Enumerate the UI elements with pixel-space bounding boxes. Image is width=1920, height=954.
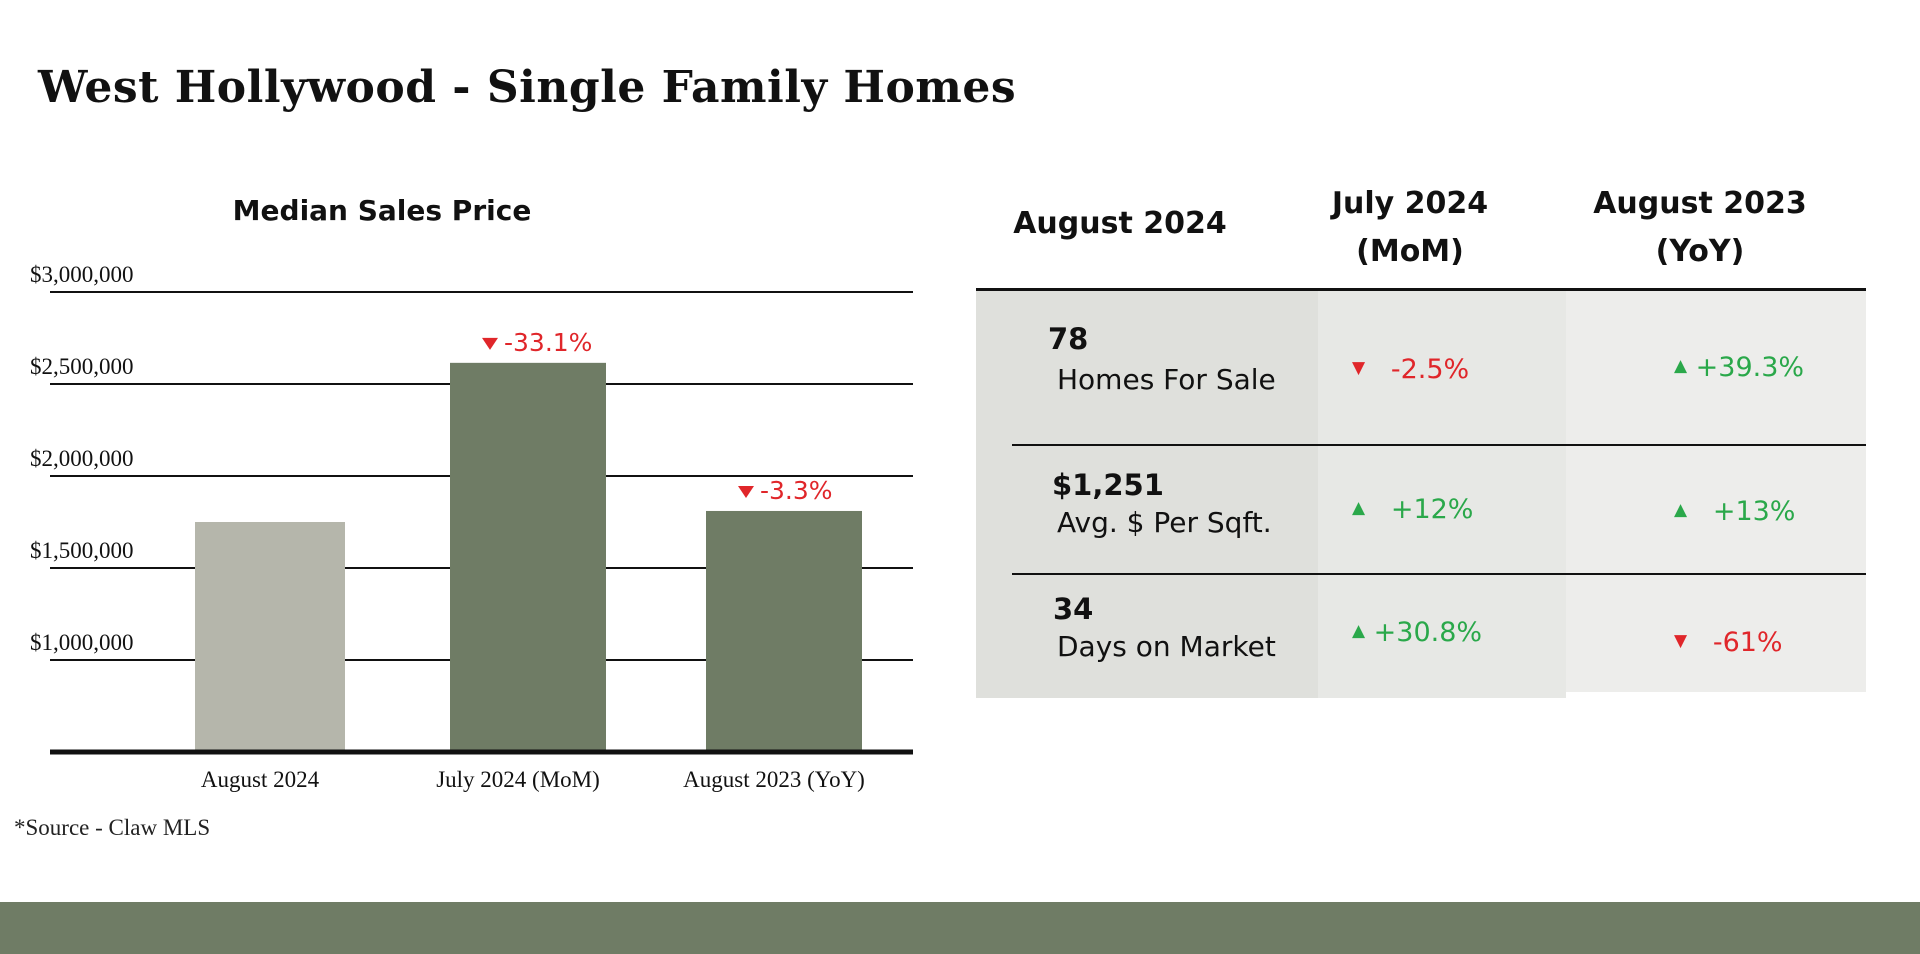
table-header-current: August 2024 [1013,206,1227,241]
x-tick-label: July 2024 (MoM) [436,767,600,792]
days-on-market-yoy-change: ▼ -61% [1674,627,1783,658]
table-column-bg-yoy [1566,288,1866,692]
table-column-bg-current [976,288,1318,698]
y-tick-label: $3,000,000 [30,262,134,287]
homes-for-sale-mom-change: ▼ -2.5% [1352,354,1470,385]
bar-change-label: -3.3% [760,476,833,505]
days-on-market-value: 34 [1053,592,1094,626]
median-price-chart: Median Sales Price $1,000,000 $1,500,000 $2… [30,194,913,792]
y-tick-label: $1,500,000 [30,538,134,563]
table-header-yoy: August 2023 (YoY) [1593,186,1807,269]
x-tick-label: August 2023 (YoY) [683,767,865,792]
table-row-divider [1012,444,1866,446]
days-on-market-label: Days on Market [1057,630,1276,663]
bar [195,522,345,752]
homes-for-sale-value: 78 [1048,322,1089,356]
footer-band [0,902,1920,954]
days-on-market-mom-change: ▲ +30.8% [1352,617,1483,648]
up-triangle-icon: ▲ [1352,620,1366,641]
up-triangle-icon: ▲ [1352,497,1366,518]
chart-title: Median Sales Price [233,194,532,227]
table-header-mom: July 2024 (MoM) [1331,186,1489,269]
y-tick-label: $1,000,000 [30,630,134,655]
down-triangle-icon [482,337,498,350]
bar [450,362,606,752]
table-column-bg-mom [1318,288,1566,698]
up-triangle-icon: ▲ [1674,499,1688,520]
down-triangle-icon [738,485,754,498]
price-per-sqft-value: $1,251 [1052,468,1164,502]
down-triangle-icon: ▼ [1352,357,1366,378]
table-row-divider [1012,573,1866,575]
bar [706,510,862,752]
bar-change-label: -33.1% [504,328,592,357]
y-tick-label: $2,000,000 [30,446,134,471]
up-triangle-icon: ▲ [1674,355,1688,376]
y-tick-label: $2,500,000 [30,354,134,379]
price-per-sqft-yoy-change: ▲ +13% [1674,496,1796,527]
price-per-sqft-mom-change: ▲ +12% [1352,494,1474,525]
x-tick-label: August 2024 [201,767,320,792]
source-note: *Source - Claw MLS [14,815,211,840]
table-header-divider [976,288,1866,291]
homes-for-sale-label: Homes For Sale [1057,363,1276,396]
page-title: West Hollywood - Single Family Homes [38,62,1017,113]
homes-for-sale-yoy-change: ▲ +39.3% [1674,352,1805,383]
price-per-sqft-label: Avg. $ Per Sqft. [1057,506,1272,539]
down-triangle-icon: ▼ [1674,630,1688,651]
